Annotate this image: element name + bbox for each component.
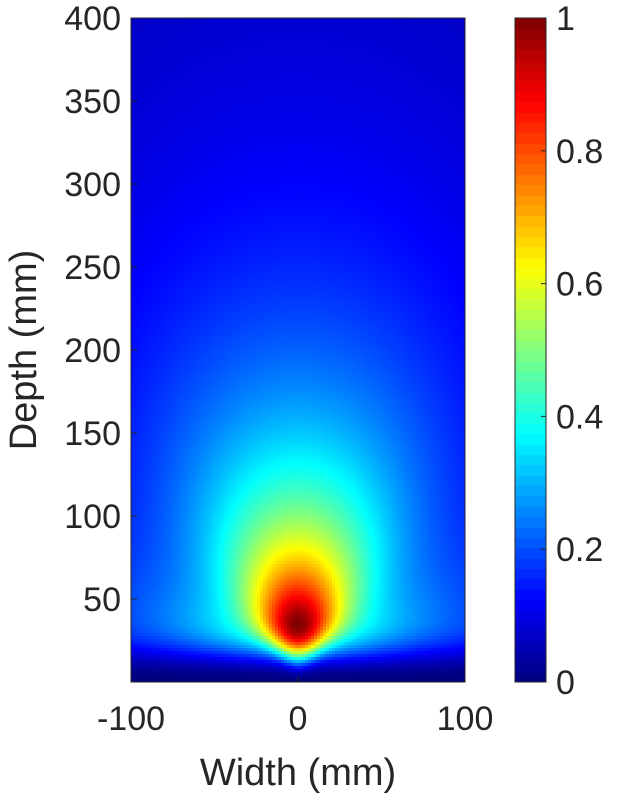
y-tick-label: 50: [83, 581, 121, 619]
colorbar-tick-label: 0: [556, 664, 575, 702]
y-tick-label: 300: [64, 166, 121, 204]
y-axis: 50 100 150 200 250 300 350 400: [64, 0, 137, 619]
colorbar-tick-label: 0.8: [556, 133, 603, 171]
y-tick-label: 150: [64, 415, 121, 453]
x-tick-label: 100: [437, 700, 494, 738]
heatmap-plot: [130, 17, 466, 683]
colorbar-canvas-holder: [515, 18, 546, 682]
y-tick-label: 100: [64, 498, 121, 536]
colorbar-tick-label: 0.6: [556, 266, 603, 304]
colorbar-tick-label: 1: [556, 0, 575, 38]
y-axis-label: Depth (mm): [3, 250, 45, 451]
colorbar-tick-label: 0.2: [556, 531, 603, 569]
colorbar-tick-label: 0.4: [556, 398, 603, 436]
x-axis-label: Width (mm): [200, 752, 396, 794]
heatmap-image: [131, 18, 465, 682]
x-tick-label: -100: [97, 700, 165, 738]
x-tick-label: 0: [289, 700, 308, 738]
x-axis: -100 0 100: [97, 676, 493, 738]
colorbar-ticks: 0 0.2 0.4 0.6 0.8 1: [541, 0, 603, 702]
colorbar-gradient: [515, 18, 546, 682]
heatmap-canvas-holder: [131, 18, 465, 682]
colorbar: 0 0.2 0.4 0.6 0.8 1: [514, 0, 603, 702]
y-tick-label: 250: [64, 249, 121, 287]
y-tick-label: 200: [64, 332, 121, 370]
y-tick-label: 350: [64, 83, 121, 121]
colorbar-border: [514, 17, 547, 683]
y-tick-label: 400: [64, 0, 121, 38]
